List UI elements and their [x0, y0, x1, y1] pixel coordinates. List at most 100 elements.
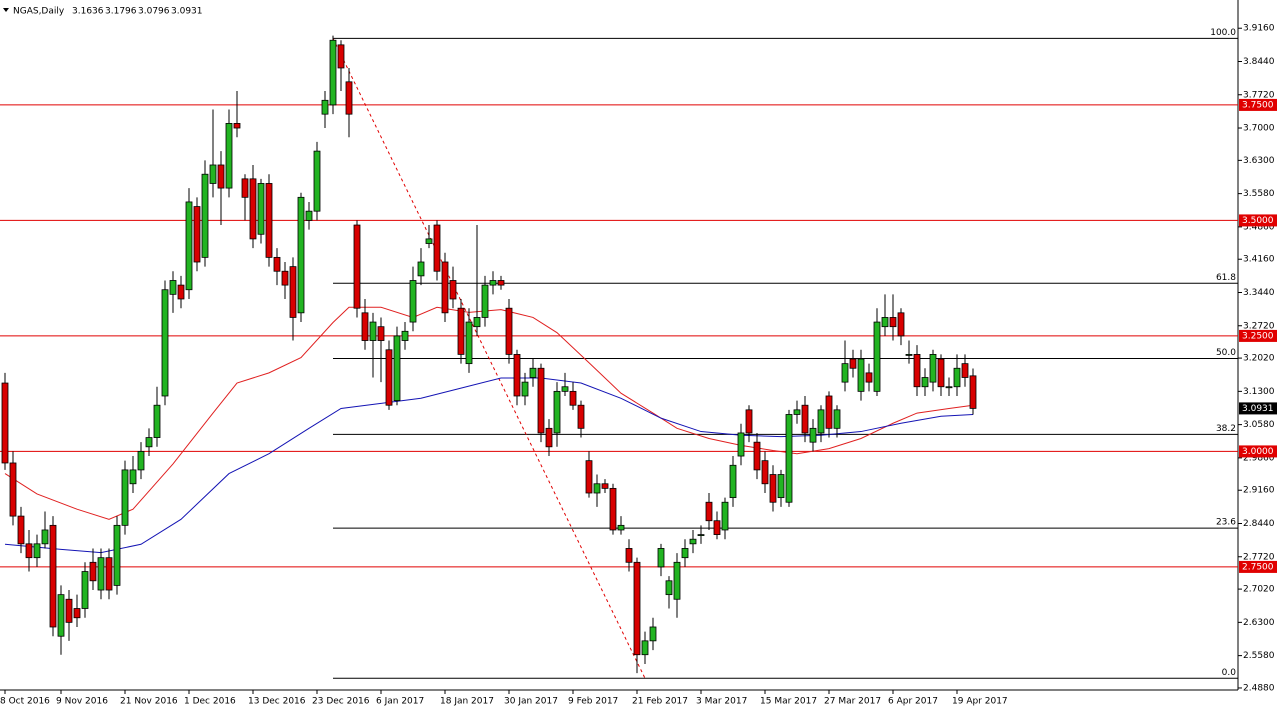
candle-body	[777, 474, 785, 499]
current-price-box	[1239, 402, 1277, 415]
candle-body	[945, 386, 953, 389]
candle-body	[273, 256, 281, 272]
candle-body	[881, 317, 889, 328]
candle-body	[649, 626, 657, 642]
candle-body	[25, 543, 33, 559]
candle-body	[441, 261, 449, 314]
candle-body	[337, 44, 345, 69]
candle-body	[81, 571, 89, 609]
candle-body	[545, 427, 553, 448]
candle-body	[577, 404, 585, 429]
candle-body	[889, 317, 897, 328]
candle-body	[425, 238, 433, 244]
fib-label: 100.0	[1210, 28, 1236, 38]
candle-body	[937, 358, 945, 388]
candle-body	[561, 386, 569, 392]
y-tick-label: 3.8440	[1243, 57, 1275, 67]
y-tick-label: 2.6300	[1243, 618, 1275, 628]
candle-body	[953, 367, 961, 388]
fib-trendline	[332, 38, 646, 679]
candle-body	[489, 280, 497, 286]
candle-body	[377, 326, 385, 341]
candle-body	[609, 487, 617, 531]
y-tick-label: 3.4860	[1243, 222, 1275, 232]
candle-body	[241, 178, 249, 198]
candle-body	[145, 437, 153, 448]
y-tick-label: 3.5580	[1243, 189, 1275, 199]
candle-body	[1, 382, 9, 464]
candle-body	[673, 561, 681, 600]
y-tick-label: 2.4880	[1243, 683, 1275, 693]
candle-body	[257, 183, 265, 235]
candle-body	[625, 548, 633, 563]
candle-body	[465, 321, 473, 365]
level-label-box	[1239, 214, 1277, 227]
candle-body	[345, 81, 353, 115]
candle-body	[553, 390, 561, 434]
candle-body	[913, 354, 921, 388]
candle-body	[705, 501, 713, 522]
candle-body	[33, 543, 41, 559]
candle-body	[393, 335, 401, 402]
candle-body	[225, 123, 233, 189]
candle-body	[665, 580, 673, 596]
y-tick-label: 3.2020	[1243, 354, 1275, 364]
candle-body	[769, 474, 777, 503]
candle-body	[617, 524, 625, 531]
fib-label: 38.2	[1216, 424, 1236, 434]
candle-body	[281, 270, 289, 286]
candle-body	[681, 548, 689, 559]
candle-body	[833, 409, 841, 429]
candle-body	[57, 594, 65, 637]
candle-body	[761, 460, 769, 485]
candle-body	[745, 409, 753, 434]
y-tick-label: 2.9160	[1243, 486, 1275, 496]
candle-body	[849, 358, 857, 369]
candle-body	[169, 280, 177, 295]
candle-body	[129, 469, 137, 485]
candle-body	[209, 164, 217, 184]
candle-body	[497, 280, 505, 286]
x-tick-label: 9 Nov 2016	[56, 697, 108, 707]
header-close: 3.0931	[171, 7, 203, 17]
candle-body	[89, 561, 97, 582]
candle-body	[193, 206, 201, 263]
menu-arrow[interactable]	[3, 8, 9, 12]
x-tick-label: 23 Dec 2016	[312, 697, 370, 707]
candle-body	[729, 464, 737, 499]
y-tick-label: 2.8440	[1243, 519, 1275, 529]
candle-body	[601, 483, 609, 489]
candle-body	[529, 367, 537, 378]
y-tick-label: 2.7020	[1243, 585, 1275, 595]
candle-body	[305, 210, 313, 221]
candle-body	[369, 321, 377, 341]
candle-body	[593, 483, 601, 494]
chart-title: NGAS,Daily	[13, 7, 65, 17]
y-tick-label: 2.5580	[1243, 651, 1275, 661]
level-label-box	[1239, 560, 1277, 573]
candle-body	[969, 375, 977, 409]
candle-body	[65, 598, 73, 623]
level-label: 3.5000	[1242, 216, 1274, 226]
candle-body	[961, 363, 969, 378]
level-label: 3.7500	[1242, 100, 1274, 110]
candle-body	[137, 451, 145, 471]
x-tick-label: 13 Dec 2016	[248, 697, 306, 707]
candle-body	[265, 183, 273, 258]
header-high: 3.1796	[105, 7, 137, 17]
candle-body	[873, 321, 881, 392]
candle-body	[481, 284, 489, 318]
candle-body	[329, 39, 337, 106]
candle-body	[857, 358, 865, 392]
candle-body	[289, 266, 297, 318]
y-tick-label: 3.0580	[1243, 420, 1275, 430]
moving-average	[4, 306, 974, 520]
candle-body	[585, 460, 593, 494]
candle-body	[321, 99, 329, 115]
candle-body	[865, 372, 873, 383]
x-tick-label: 9 Feb 2017	[568, 697, 618, 707]
y-tick-label: 3.7720	[1243, 90, 1275, 100]
candle-body	[569, 390, 577, 406]
candle-body	[201, 173, 209, 258]
